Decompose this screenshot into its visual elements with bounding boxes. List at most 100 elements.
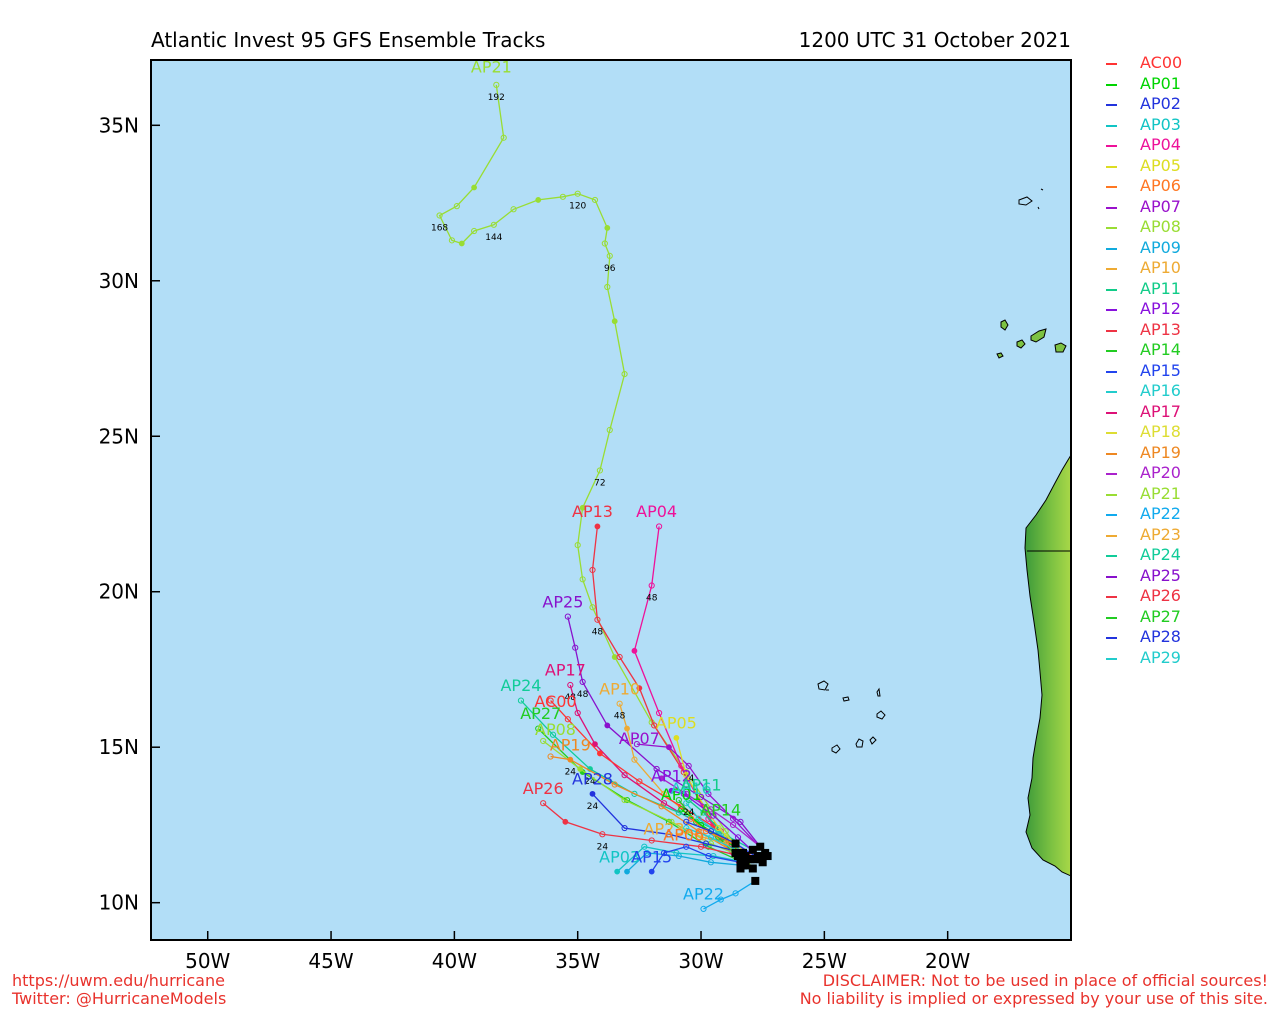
- legend-item-ap23: AP23: [1100, 525, 1270, 546]
- track-point: [666, 744, 672, 751]
- track-point: [683, 824, 690, 832]
- legend-label: AP04: [1140, 135, 1181, 154]
- track-point: [453, 203, 460, 210]
- legend-label: AP10: [1140, 258, 1181, 277]
- legend-swatch: [1106, 268, 1117, 270]
- y-tick-label: 15N: [99, 735, 139, 759]
- track-point: [648, 837, 655, 844]
- track-point: [717, 896, 724, 903]
- forecast-hour-label: 48: [646, 594, 658, 604]
- track-label-ap15: AP15: [631, 847, 672, 866]
- forecast-hour-label: 48: [614, 712, 626, 722]
- legend-label: AP16: [1140, 381, 1181, 400]
- track-point: [636, 685, 643, 692]
- track-point: [668, 818, 675, 825]
- track-point: [710, 812, 717, 819]
- forecast-hour-label: 24: [683, 808, 695, 818]
- track-point: [589, 790, 596, 797]
- track-ap15: [648, 843, 741, 875]
- legend-item-ap26: AP26: [1100, 586, 1270, 607]
- legend-item-ap16: AP16: [1100, 381, 1270, 402]
- track-label-ap13: AP13: [572, 502, 613, 521]
- track-point: [624, 725, 630, 732]
- track-point: [648, 868, 655, 875]
- track-point: [651, 722, 658, 729]
- track-point: [707, 859, 714, 866]
- track-label-ap04: AP04: [636, 502, 677, 521]
- track-point: [648, 582, 655, 589]
- initial-position-markers: [731, 839, 772, 885]
- legend-label: AP27: [1140, 606, 1181, 626]
- track-point: [683, 772, 690, 779]
- legend-swatch: [1106, 596, 1117, 598]
- track-point: [643, 849, 650, 857]
- legend-swatch: [1106, 145, 1117, 147]
- track-point: [458, 240, 465, 247]
- forecast-hour-label: 24: [587, 802, 599, 812]
- legend-label: AP07: [1140, 196, 1181, 216]
- legend-item-ap17: AP17: [1100, 402, 1270, 423]
- track-point: [574, 709, 581, 717]
- legend-label: AP25: [1140, 565, 1181, 585]
- footer-twitter[interactable]: Twitter: @HurricaneModels: [12, 989, 227, 1008]
- track-point: [621, 772, 628, 779]
- legend-swatch: [1106, 309, 1117, 311]
- track-ap20: [658, 775, 761, 848]
- initial-position-marker: [758, 858, 767, 867]
- track-line: [685, 821, 761, 860]
- legend-swatch: [1106, 575, 1117, 578]
- y-tick-label: 10N: [99, 891, 139, 915]
- legend-item-ac00: AC00: [1100, 53, 1270, 74]
- forecast-hour-label: 24: [565, 768, 577, 778]
- track-point: [471, 227, 478, 235]
- track-ap28: 24: [587, 790, 744, 854]
- track-point: [589, 604, 596, 611]
- track-point: [631, 647, 638, 654]
- canary-islands: [996, 319, 1067, 359]
- track-point: [658, 775, 665, 782]
- track-point: [715, 824, 722, 832]
- footer-url[interactable]: https://uwm.edu/hurricane: [12, 971, 225, 990]
- legend-label: AP18: [1140, 422, 1181, 441]
- track-point: [579, 678, 586, 686]
- track-point: [621, 824, 628, 832]
- track-line: [690, 818, 746, 857]
- legend-swatch: [1106, 534, 1117, 537]
- legend-item-ap14: AP14: [1100, 340, 1270, 361]
- initial-position-marker: [741, 852, 750, 861]
- track-label-ap22: AP22: [683, 885, 724, 904]
- track-point: [594, 523, 601, 530]
- track-point: [700, 905, 707, 913]
- track-point: [579, 504, 586, 511]
- track-point: [606, 252, 613, 260]
- track-ap13: 48: [589, 523, 746, 866]
- track-point: [577, 766, 584, 772]
- legend-item-ap04: AP04: [1100, 135, 1270, 156]
- track-point: [631, 756, 638, 763]
- track-point: [540, 800, 547, 807]
- track-point: [591, 196, 599, 204]
- track-point: [616, 700, 623, 707]
- legend-label: AC00: [1140, 53, 1183, 72]
- track-point: [641, 843, 648, 850]
- legend-label: AP29: [1140, 647, 1181, 667]
- track-point: [705, 852, 712, 860]
- track-label-ap26: AP26: [523, 779, 564, 798]
- legend-label: AP11: [1140, 278, 1181, 298]
- track-line: [592, 793, 744, 854]
- disclaimer-line-2: No liability is implied or expressed by …: [799, 989, 1268, 1008]
- legend-item-ap19: AP19: [1100, 443, 1270, 464]
- legend-label: AP13: [1140, 319, 1181, 339]
- track-point: [702, 840, 710, 847]
- map-timestamp: 1200 UTC 31 October 2021: [798, 28, 1071, 52]
- map-title: Atlantic Invest 95 GFS Ensemble Tracks: [151, 28, 546, 52]
- track-line: [633, 526, 742, 869]
- track-label-ap06: AP06: [663, 825, 704, 844]
- forecast-hour-label: 48: [565, 693, 577, 703]
- track-point: [559, 193, 567, 200]
- track-point: [599, 831, 606, 838]
- track-point: [592, 741, 598, 747]
- track-point: [653, 765, 660, 773]
- forecast-hour-label: 72: [594, 478, 605, 488]
